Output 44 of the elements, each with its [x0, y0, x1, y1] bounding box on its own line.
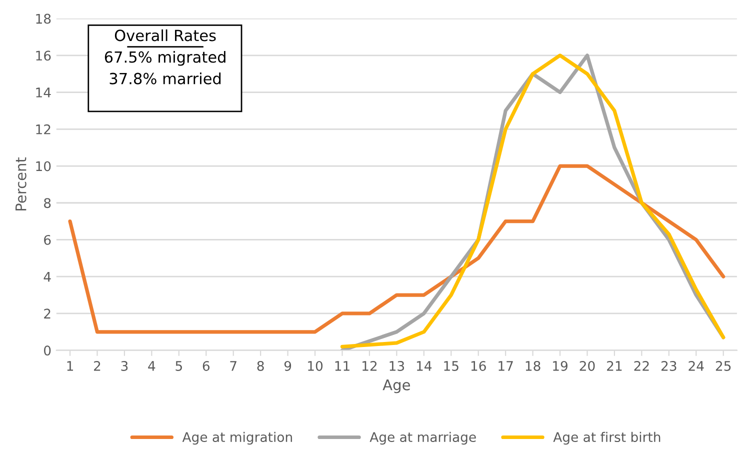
y-tick-label: 14: [36, 88, 51, 98]
x-tick-label: 11: [335, 361, 350, 371]
y-tick-label: 18: [36, 14, 51, 24]
y-tick-label: 4: [44, 272, 51, 282]
x-tick-label: 1: [67, 361, 73, 371]
x-tick-label: 23: [661, 360, 676, 371]
x-tick-label: 22: [634, 360, 649, 371]
x-axis-title: Age: [382, 380, 410, 394]
x-tick-label: 4: [148, 361, 156, 371]
legend-label: Age at migration: [182, 432, 292, 445]
y-tick-label: 10: [36, 161, 51, 172]
x-tick-label: 12: [362, 360, 377, 371]
x-tick-label: 3: [121, 360, 128, 371]
x-tick-label: 15: [444, 361, 458, 371]
y-tick-label: 0: [44, 346, 51, 356]
legend-label: Age at first birth: [553, 432, 660, 445]
x-tick-label: 14: [416, 361, 432, 371]
x-tick-label: 20: [580, 360, 595, 371]
x-tick-label: 10: [308, 360, 323, 371]
line-series: [68, 164, 726, 334]
annotation: 67.5% migrated: [104, 50, 226, 66]
y-axis-title: Percent: [16, 157, 26, 210]
y-tick-label: 16: [36, 50, 51, 61]
x-tick-label: 19: [553, 360, 568, 371]
x-tick-label: 9: [284, 360, 292, 371]
legend-label: Age at marriage: [370, 432, 476, 445]
y-tick-label: 2: [44, 308, 50, 318]
x-tick-label: 16: [471, 360, 486, 371]
annotation: Overall Rates: [114, 29, 216, 42]
x-tick-label: 17: [498, 361, 513, 371]
y-tick-label: 8: [44, 198, 51, 208]
x-tick-label: 6: [202, 360, 210, 371]
x-tick-label: 8: [257, 360, 264, 371]
y-tick-label: 12: [36, 124, 50, 134]
x-tick-label: 18: [526, 360, 540, 371]
x-tick-label: 21: [607, 360, 622, 371]
x-tick-label: 7: [230, 361, 236, 371]
annotation: 37.8% married: [110, 72, 221, 84]
y-tick-label: 6: [44, 234, 51, 245]
x-tick-label: 24: [688, 360, 704, 371]
x-tick-label: 25: [716, 360, 731, 371]
x-tick-label: 2: [94, 360, 100, 371]
x-tick-label: 5: [176, 361, 182, 371]
x-tick-label: 13: [390, 360, 404, 371]
